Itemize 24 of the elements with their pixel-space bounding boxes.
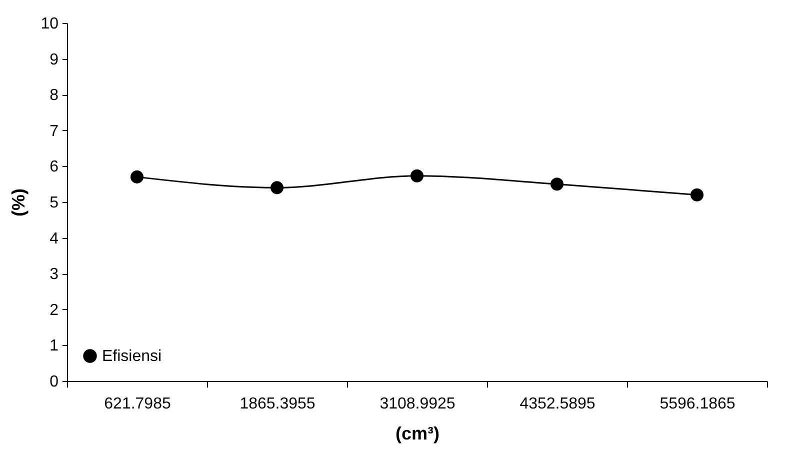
y-tick-label: 2 — [50, 302, 59, 319]
y-tick-label: 8 — [50, 87, 59, 104]
y-tick-label: 10 — [40, 16, 59, 32]
y-tick-label: 5 — [50, 194, 59, 212]
x-axis-title: (cm³) — [396, 424, 440, 444]
y-tick-label: 9 — [50, 51, 59, 68]
y-tick-label: 6 — [50, 158, 59, 176]
x-tick-label: 5596.1865 — [660, 396, 736, 412]
y-tick-label: 3 — [50, 266, 59, 284]
legend-label: Efisiensi — [102, 348, 162, 365]
point — [130, 170, 144, 184]
y-tick-label: 4 — [50, 230, 59, 248]
x-tick-label: 3108.9925 — [380, 396, 456, 412]
y-tick-label: 0 — [50, 374, 59, 390]
y-axis-title: (%) — [8, 188, 29, 216]
point — [410, 169, 424, 182]
point — [270, 181, 284, 194]
x-tick-label: 4352.5895 — [520, 396, 596, 412]
point — [550, 178, 564, 191]
y-tick-label: 7 — [50, 122, 59, 140]
x-tick-label: 1865.3955 — [240, 396, 316, 412]
y-tick-label: 1 — [50, 338, 59, 355]
x-tick-label: 621.7985 — [104, 396, 171, 412]
point — [690, 188, 704, 202]
